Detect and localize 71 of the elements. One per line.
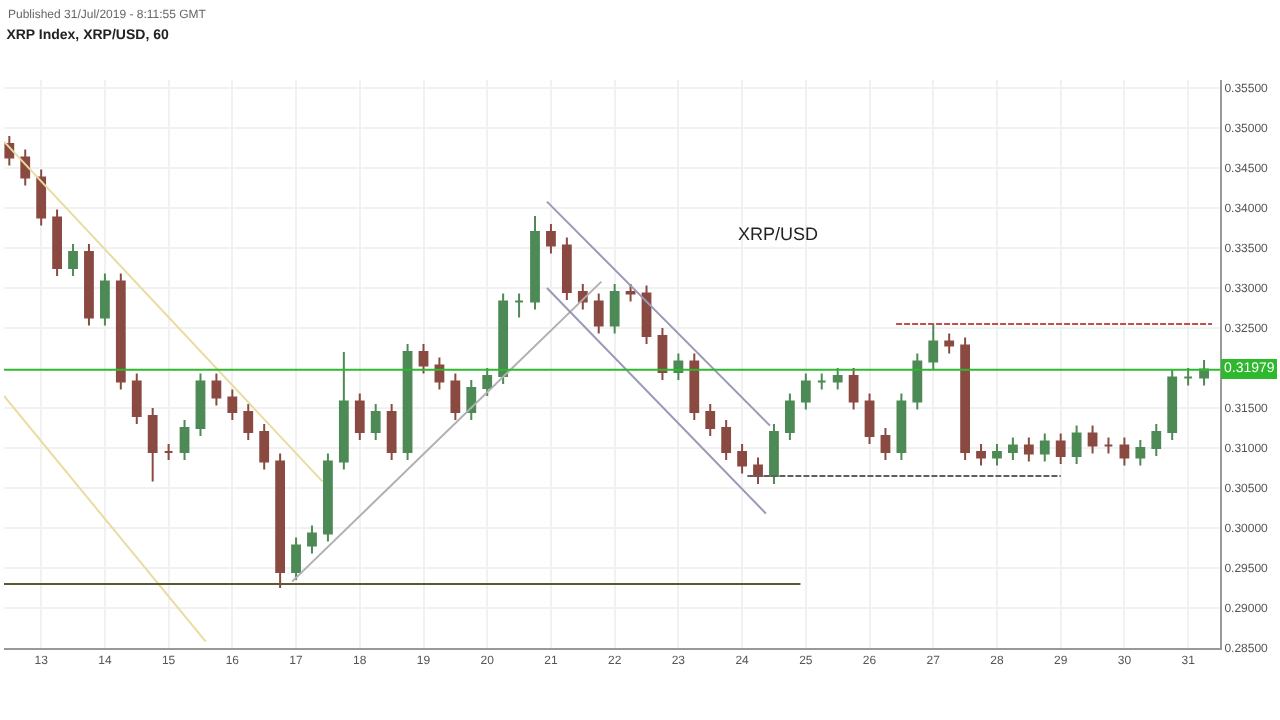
- candlestick: [147, 407, 158, 483]
- candlestick: [960, 336, 971, 461]
- candlestick: [227, 388, 238, 421]
- candlestick: [370, 403, 381, 441]
- candlestick: [307, 524, 317, 555]
- candlestick: [211, 372, 222, 407]
- candlestick: [482, 367, 493, 397]
- candlestick: [625, 283, 636, 303]
- candlestick: [291, 536, 301, 581]
- candlestick: [1023, 436, 1034, 463]
- candlestick: [561, 236, 572, 301]
- candlestick: [880, 427, 891, 461]
- candlestick: [1071, 424, 1082, 465]
- candlestick: [99, 272, 110, 327]
- candlestick: [84, 243, 94, 327]
- candlestick: [737, 443, 747, 475]
- candlestick: [498, 292, 509, 385]
- candlestick: [816, 372, 827, 391]
- candlestick: [848, 367, 859, 411]
- candlestick: [1087, 424, 1098, 455]
- candlestick: [1135, 439, 1146, 467]
- candlestick: [402, 343, 413, 461]
- candlestick: [928, 323, 939, 371]
- candlestick: [784, 392, 795, 441]
- candlestick: [1008, 436, 1018, 461]
- candlestick: [338, 351, 349, 471]
- candlestick: [912, 352, 923, 411]
- candlestick: [1151, 423, 1162, 457]
- candlestick: [593, 292, 604, 335]
- candlestick: [689, 352, 700, 421]
- candlestick: [1119, 436, 1130, 467]
- candlestick: [36, 168, 47, 227]
- candlestick: [976, 443, 986, 467]
- candlestick: [992, 443, 1002, 467]
- candlestick: [1103, 436, 1114, 455]
- candlestick: [1039, 432, 1050, 463]
- candlestick: [163, 443, 174, 461]
- candlestick: [354, 392, 365, 441]
- candlestick: [259, 423, 270, 471]
- candlestick: [52, 208, 62, 277]
- candlestick: [1055, 432, 1066, 465]
- candlestick: [466, 379, 477, 421]
- candlestick: [832, 367, 843, 391]
- candlestick: [896, 392, 907, 461]
- candlestick: [131, 372, 142, 425]
- candlestick: [721, 419, 732, 461]
- candlestick: [195, 372, 206, 437]
- candlestick: [1167, 368, 1178, 441]
- candlestick: [450, 372, 461, 421]
- candlestick: [609, 283, 620, 335]
- candlestick: [323, 452, 333, 543]
- candlestick: [864, 392, 875, 445]
- candlestick: [514, 292, 524, 319]
- candlestick: [243, 403, 254, 441]
- candlestick: [275, 452, 286, 589]
- candlestick: [944, 332, 955, 355]
- candlestick: [68, 243, 78, 277]
- candlestick: [1183, 367, 1194, 387]
- candlestick: [657, 327, 668, 381]
- candlestick: [753, 456, 763, 485]
- candlestick: [179, 419, 190, 461]
- candlestick: [705, 403, 716, 437]
- candlestick: [386, 403, 397, 461]
- candlestick: [800, 372, 811, 411]
- candlestick: [530, 215, 540, 311]
- candlestick: [546, 223, 556, 255]
- candlestick: [115, 272, 126, 391]
- candlestick: [769, 423, 779, 485]
- candlestick: [418, 343, 429, 375]
- annotation: XRP/USD: [738, 224, 820, 244]
- candlestick: [1199, 359, 1209, 387]
